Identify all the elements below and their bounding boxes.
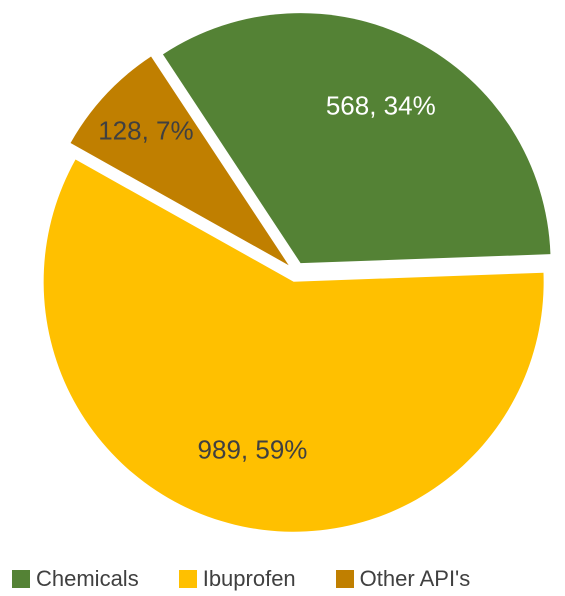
data-label-other-api-s: 128, 7% xyxy=(98,115,193,145)
legend-label-ibuprofen: Ibuprofen xyxy=(202,566,296,591)
legend-item-ibuprofen: Ibuprofen xyxy=(178,566,296,592)
legend: Chemicals Ibuprofen Other API's xyxy=(12,566,510,592)
pie-slice-chemicals xyxy=(162,13,551,264)
legend-swatch-ibuprofen xyxy=(178,570,197,588)
legend-item-other-apis: Other API's xyxy=(335,566,471,592)
legend-label-other-apis: Other API's xyxy=(359,566,471,591)
legend-item-chemicals: Chemicals xyxy=(12,566,139,592)
data-label-ibuprofen: 989, 59% xyxy=(198,435,308,465)
pie-slice-other-api-s xyxy=(70,56,289,266)
legend-swatch-chemicals xyxy=(12,570,30,588)
data-label-chemicals: 568, 34% xyxy=(326,90,436,120)
pie-slice-ibuprofen xyxy=(43,159,544,532)
pie-data-labels: 568, 34% 989, 59% 128, 7% xyxy=(98,90,436,464)
legend-label-chemicals: Chemicals xyxy=(36,566,139,591)
legend-swatch-other-apis xyxy=(335,570,354,588)
pie-slices xyxy=(43,13,551,532)
